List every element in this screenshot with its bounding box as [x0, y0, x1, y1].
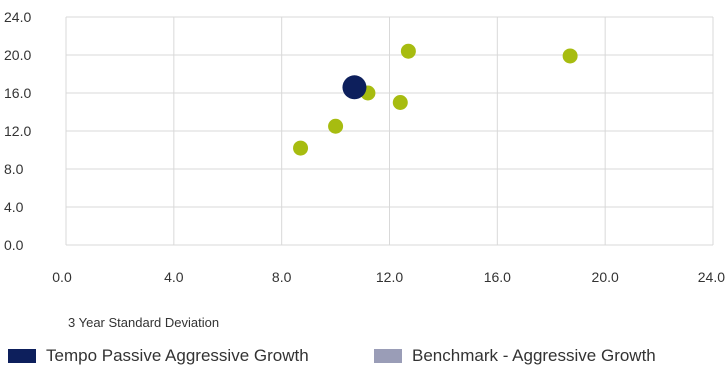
x-tick-label: 4.0	[164, 269, 184, 285]
benchmark-point	[562, 48, 578, 64]
x-tick-label: 12.0	[376, 269, 403, 285]
y-tick-label: 0.0	[4, 237, 24, 253]
legend-swatch-benchmark	[374, 349, 402, 363]
x-tick-label: 24.0	[698, 269, 725, 285]
x-tick-label: 16.0	[484, 269, 511, 285]
benchmark-point	[392, 95, 408, 110]
x-tick-label: 8.0	[272, 269, 292, 285]
x-axis-ticks: 0.0 4.0 8.0 12.0 16.0 20.0 24.0	[52, 269, 725, 285]
legend-item-fund: Tempo Passive Aggressive Growth	[8, 346, 309, 366]
legend: Tempo Passive Aggressive Growth Benchmar…	[8, 346, 725, 370]
x-axis-title: 3 Year Standard Deviation	[68, 315, 219, 330]
scatter-chart: 0.0 4.0 8.0 12.0 16.0 20.0 24.0 0.0 4.0 8.0 12.0 1…	[4, 9, 725, 330]
legend-label-benchmark: Benchmark - Aggressive Growth	[412, 346, 656, 365]
data-points	[293, 43, 578, 156]
benchmark-point	[400, 43, 416, 59]
fund-point	[342, 75, 367, 100]
y-tick-label: 24.0	[4, 9, 31, 25]
legend-swatch-fund	[8, 349, 36, 363]
legend-label-fund: Tempo Passive Aggressive Growth	[46, 346, 309, 365]
legend-item-benchmark: Benchmark - Aggressive Growth	[374, 346, 656, 366]
benchmark-point	[293, 140, 309, 156]
x-tick-label: 0.0	[52, 269, 72, 285]
x-tick-label: 20.0	[592, 269, 619, 285]
y-axis-ticks: 0.0 4.0 8.0 12.0 16.0 20.0 24.0	[4, 9, 31, 253]
y-tick-label: 16.0	[4, 85, 31, 101]
y-tick-label: 4.0	[4, 199, 24, 215]
benchmark-point	[328, 118, 344, 134]
y-tick-label: 20.0	[4, 47, 31, 63]
y-tick-label: 8.0	[4, 161, 24, 177]
y-tick-label: 12.0	[4, 123, 31, 139]
grid-lines	[65, 16, 714, 246]
